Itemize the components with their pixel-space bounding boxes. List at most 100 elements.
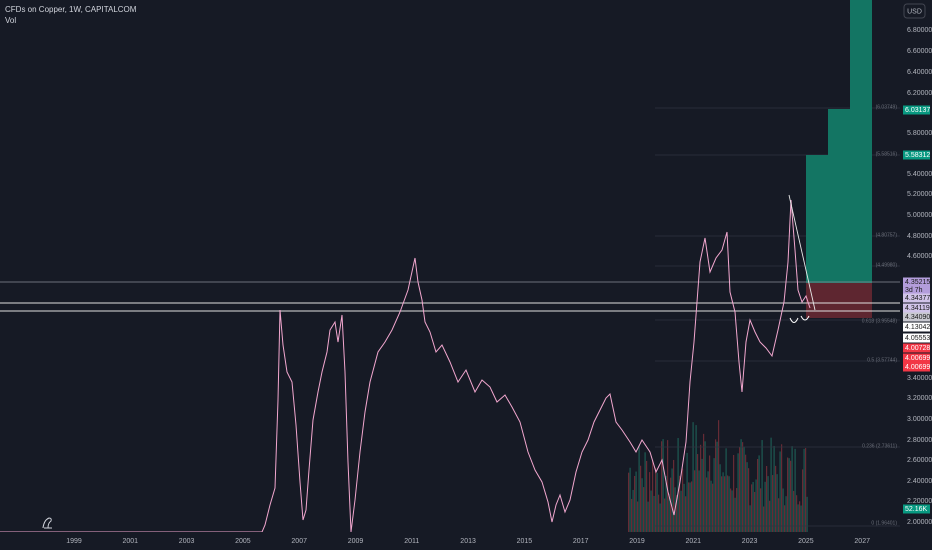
time-label: 2001 xyxy=(123,538,139,545)
volume-bar xyxy=(779,451,781,532)
volume-bar xyxy=(758,455,760,532)
volume-bar xyxy=(760,488,762,532)
volume-bar xyxy=(668,493,670,532)
volume-bar xyxy=(766,465,768,532)
volume-bar xyxy=(677,438,679,532)
price-label: 6.20000 xyxy=(907,90,932,97)
volume-bar xyxy=(665,475,667,532)
price-label: 5.40000 xyxy=(907,171,932,178)
volume-bar xyxy=(709,455,711,532)
price-tag xyxy=(903,353,930,363)
time-label: 2015 xyxy=(517,538,533,545)
volume-bar xyxy=(724,476,726,532)
volume-bar xyxy=(670,477,672,532)
target-box xyxy=(806,155,828,283)
volume-bar xyxy=(713,458,715,532)
volume-bar xyxy=(722,472,724,532)
volume-bar xyxy=(745,454,747,532)
volume-bar xyxy=(703,433,705,532)
volume-bar xyxy=(802,469,804,532)
volume-bar xyxy=(742,442,744,532)
volume-bar xyxy=(700,444,702,532)
volume-bar xyxy=(673,459,675,532)
volume-bar xyxy=(664,498,666,532)
volume-bar xyxy=(775,465,777,532)
volume-bar xyxy=(752,481,754,532)
volume-bar xyxy=(691,481,693,532)
volume-bar xyxy=(683,483,685,532)
volume-bar xyxy=(785,496,787,532)
time-label: 2009 xyxy=(348,538,364,545)
volume-bar xyxy=(640,465,642,532)
volume-bar xyxy=(730,488,732,532)
volume-bar xyxy=(773,445,775,532)
price-label: 5.80000 xyxy=(907,130,932,137)
price-tag xyxy=(903,343,930,353)
volume-bar xyxy=(767,476,769,532)
currency-button[interactable] xyxy=(903,3,926,19)
price-tag-label: 6.03137 xyxy=(905,107,930,114)
volume-bar xyxy=(649,472,651,532)
volume-bar xyxy=(772,475,774,532)
volume-bar xyxy=(727,475,729,532)
price-tag-label: 4.00699 xyxy=(905,355,930,362)
indicator-label: Vol xyxy=(5,16,16,25)
volume-bar xyxy=(739,446,741,532)
volume-bar xyxy=(667,440,669,532)
price-tag-label: 4.00728 xyxy=(905,345,930,352)
currency-label[interactable]: USD xyxy=(907,8,922,15)
volume-bar xyxy=(701,458,703,532)
volume-bar xyxy=(731,490,733,532)
volume-bar xyxy=(764,481,766,532)
price-tag-label: 5.58312 xyxy=(905,152,930,159)
volume-bar xyxy=(710,480,712,532)
time-label: 2017 xyxy=(573,538,589,545)
volume-bar xyxy=(757,458,759,532)
price-tag xyxy=(903,293,930,303)
fib-label: (5.58516) xyxy=(876,151,898,157)
volume-bar xyxy=(632,489,634,532)
price-tag-label: 4.34090 xyxy=(905,314,930,321)
price-tag-label: 52.16K xyxy=(905,506,928,513)
volume-bar xyxy=(658,494,660,532)
volume-bar xyxy=(685,496,687,532)
time-label: 2003 xyxy=(179,538,195,545)
volume-bar xyxy=(682,468,684,532)
volume-bar xyxy=(628,472,630,532)
volume-bar xyxy=(662,439,664,532)
volume-bar xyxy=(695,425,697,532)
volume-bar xyxy=(800,505,802,532)
volume-bar xyxy=(643,487,645,532)
logo xyxy=(42,517,52,529)
price-tag-label: 4.35215 xyxy=(905,279,930,286)
time-axis xyxy=(0,532,932,550)
symbol-title: CFDs on Copper, 1W, CAPITALCOM xyxy=(5,5,137,14)
volume-bar xyxy=(719,464,721,532)
volume-bar xyxy=(652,459,654,532)
volume-bar xyxy=(734,497,736,532)
volume-bars xyxy=(628,420,808,532)
time-label: 2013 xyxy=(460,538,476,545)
volume-bar xyxy=(751,484,753,532)
volume-bar xyxy=(733,454,735,532)
volume-bar xyxy=(755,479,757,532)
price-label: 6.60000 xyxy=(907,48,932,55)
volume-bar xyxy=(748,468,750,532)
price-tag xyxy=(903,150,930,160)
volume-bar xyxy=(680,490,682,532)
volume-bar xyxy=(692,422,694,532)
volume-bar xyxy=(788,458,790,532)
price-tag-label: 4.13042 xyxy=(905,324,930,331)
target-box xyxy=(850,0,872,283)
volume-bar xyxy=(781,444,783,532)
price-tag xyxy=(903,312,930,322)
price-label: 2.20000 xyxy=(907,498,932,505)
volume-bar xyxy=(718,420,720,532)
price-label: 5.00000 xyxy=(907,212,932,219)
volume-bar xyxy=(778,498,780,532)
price-label: 2.40000 xyxy=(907,478,932,485)
volume-bar xyxy=(646,460,648,532)
price-label: 2.60000 xyxy=(907,457,932,464)
volume-bar xyxy=(776,474,778,532)
target-box xyxy=(828,109,850,283)
